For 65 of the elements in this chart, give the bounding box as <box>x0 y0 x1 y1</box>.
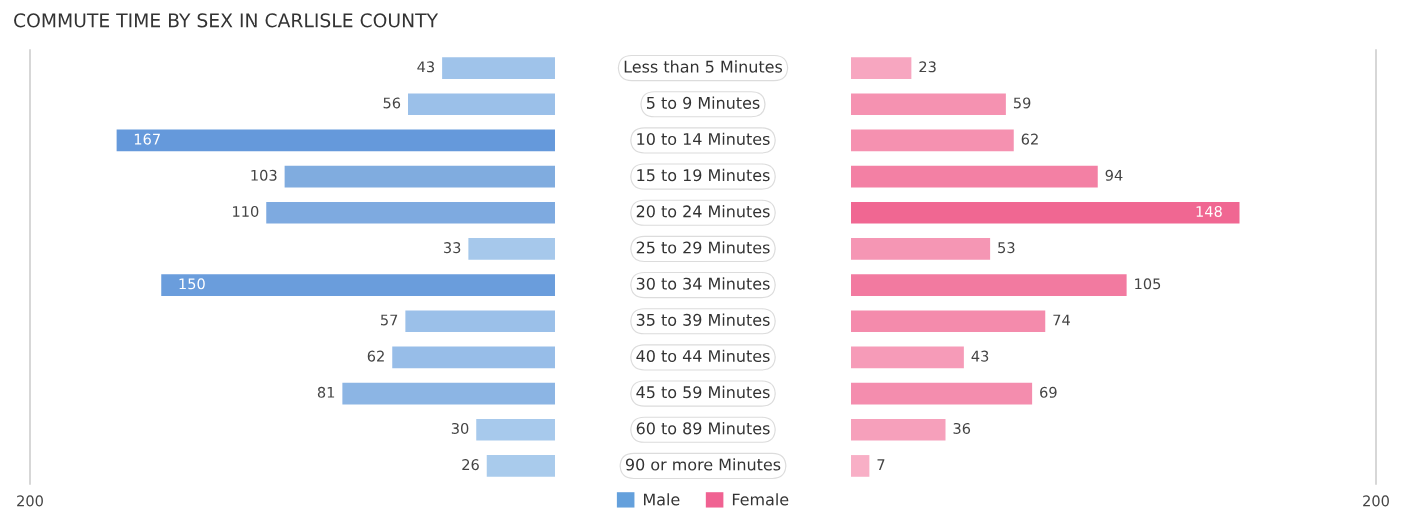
y-tick-label: 40 to 44 Minutes <box>636 349 770 363</box>
bar <box>851 201 1240 224</box>
bar <box>851 129 1014 152</box>
x-tick-label: 200 <box>1363 495 1389 507</box>
bar <box>266 201 555 224</box>
bar <box>116 129 555 152</box>
bar <box>392 346 555 369</box>
bar <box>851 238 991 260</box>
bar <box>408 93 555 116</box>
y-tick-label: 5 to 9 Minutes <box>647 96 760 109</box>
bar <box>851 346 964 369</box>
data-label: 43 <box>971 350 989 362</box>
data-label: 59 <box>1013 97 1031 109</box>
bar <box>851 57 912 79</box>
y-tick-label: 30 to 34 Minutes <box>636 277 770 290</box>
data-label: 57 <box>381 314 398 326</box>
data-label: 43 <box>417 61 435 73</box>
data-label: 7 <box>877 459 885 470</box>
data-label: 105 <box>1135 278 1161 290</box>
data-label: 94 <box>1105 169 1123 181</box>
y-tick-label: 10 to 14 Minutes <box>637 132 770 146</box>
y-tick-label: 20 to 24 Minutes <box>636 205 770 218</box>
y-tick-label: 35 to 39 Minutes <box>636 313 770 326</box>
data-label: 36 <box>953 422 971 434</box>
data-label: 53 <box>998 242 1015 254</box>
bar <box>851 455 870 477</box>
bar <box>851 418 946 441</box>
bar <box>161 274 555 296</box>
bar <box>486 455 555 477</box>
data-label: 150 <box>179 278 205 290</box>
bar <box>284 165 555 188</box>
data-label: 23 <box>919 61 936 73</box>
data-label: 62 <box>367 350 384 362</box>
data-label: 33 <box>443 242 461 254</box>
data-label: 56 <box>383 97 401 109</box>
data-label: 74 <box>1053 314 1070 326</box>
y-tick-label: 90 or more Minutes <box>625 458 781 471</box>
data-label: 30 <box>451 422 469 434</box>
bar <box>442 57 555 79</box>
bar <box>851 165 1098 188</box>
y-tick-label: 45 to 59 Minutes <box>636 385 770 399</box>
bar <box>851 382 1033 405</box>
chart-title: COMMUTE TIME BY SEX IN CARLISLE COUNTY <box>14 13 439 28</box>
data-label: 26 <box>462 459 479 471</box>
data-label: 103 <box>251 169 277 181</box>
bar <box>476 418 555 441</box>
y-tick-label: 60 to 89 Minutes <box>636 422 770 435</box>
bar <box>405 310 555 333</box>
legend-label: Male <box>644 493 680 506</box>
bar <box>851 93 1006 116</box>
y-tick-label: 25 to 29 Minutes <box>636 241 770 254</box>
y-tick-label: Less than 5 Minutes <box>624 60 783 73</box>
data-label: 81 <box>317 386 335 398</box>
data-label: 69 <box>1040 386 1057 398</box>
bar <box>851 274 1127 296</box>
data-label: 110 <box>233 205 259 217</box>
data-label: 62 <box>1021 133 1038 145</box>
bar <box>851 310 1046 333</box>
bar <box>342 382 555 405</box>
legend-label: Female <box>732 493 789 506</box>
data-label: 148 <box>1196 205 1222 217</box>
x-tick-label: 200 <box>17 495 43 507</box>
data-label: 167 <box>134 133 160 145</box>
y-tick-label: 15 to 19 Minutes <box>637 168 770 182</box>
bar <box>468 238 555 260</box>
